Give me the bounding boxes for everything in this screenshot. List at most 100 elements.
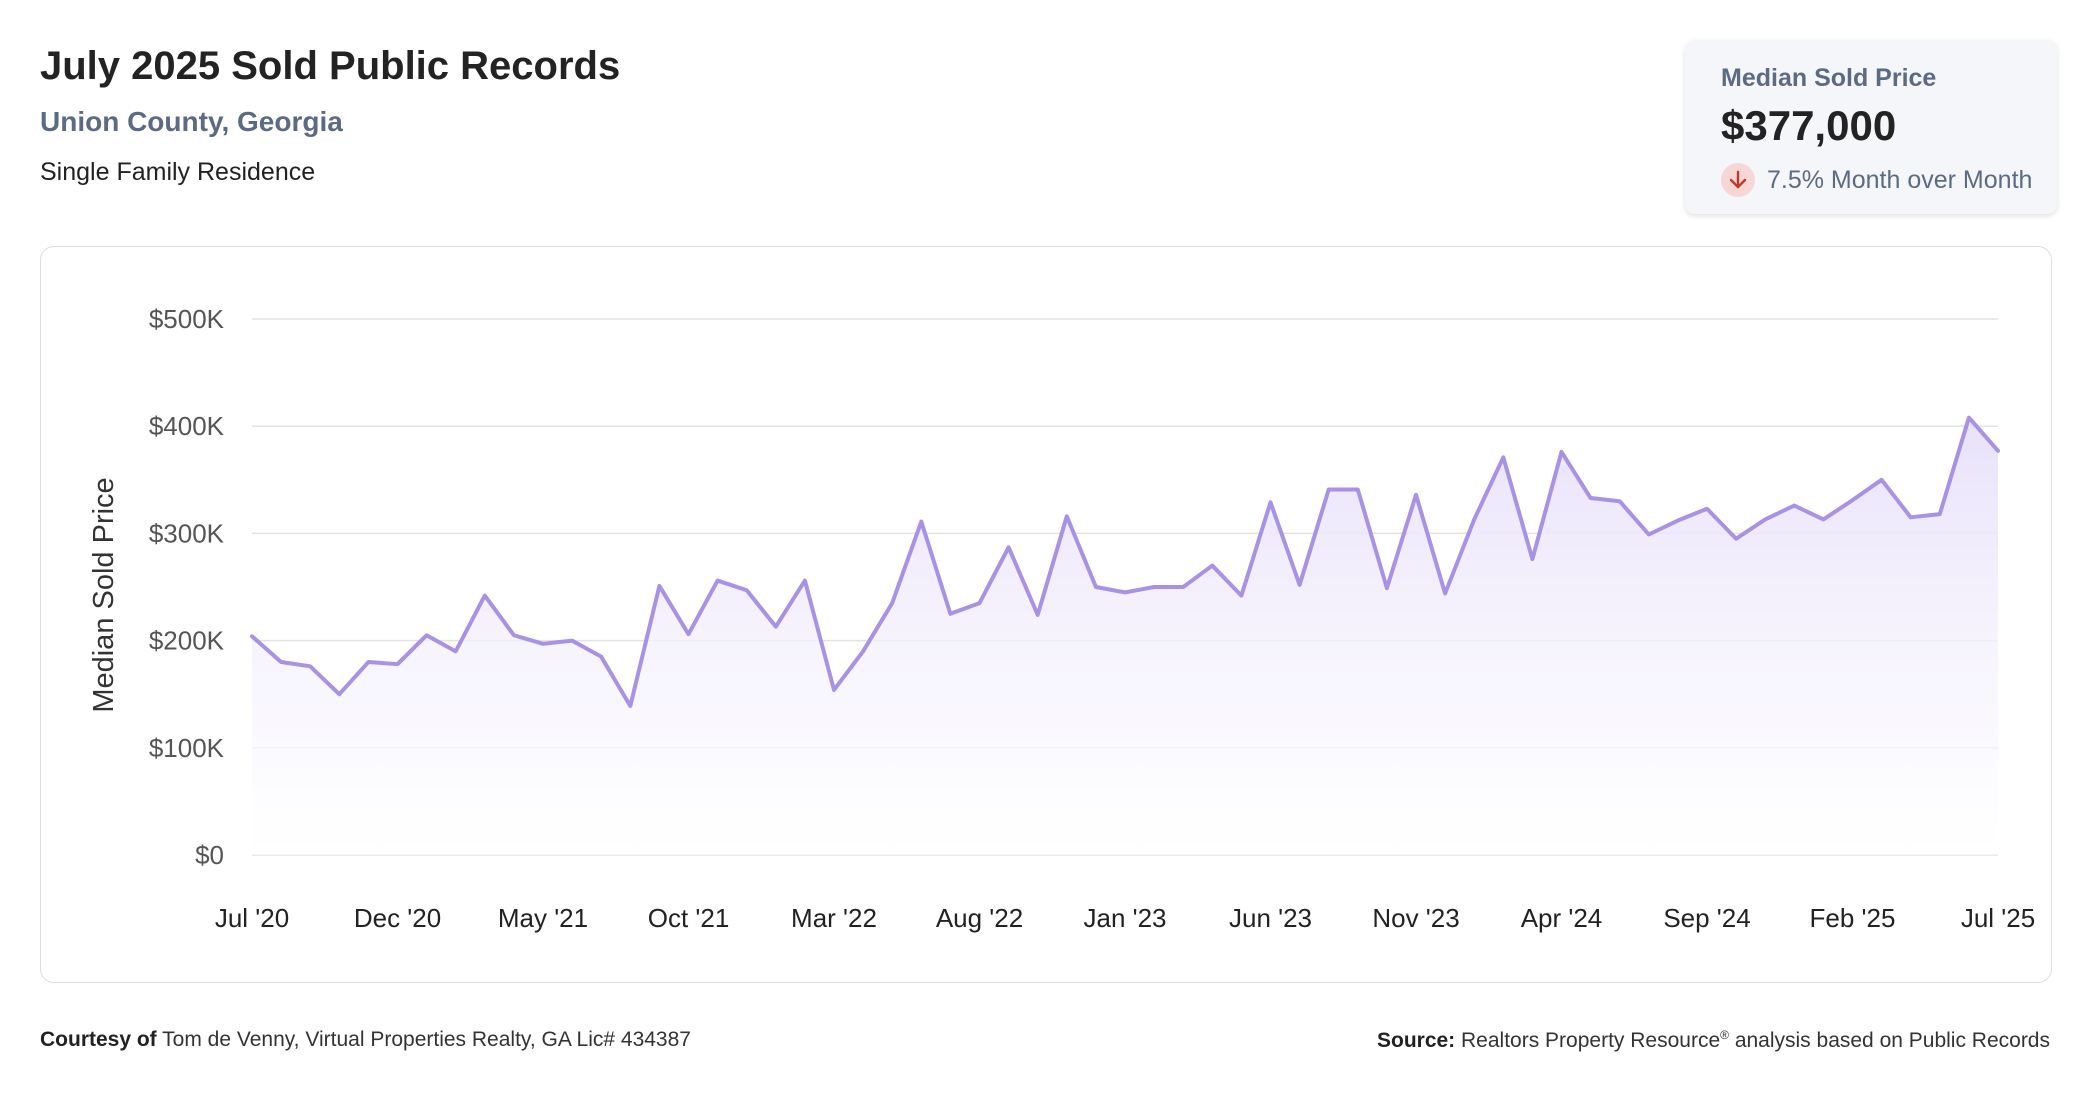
data-point xyxy=(1035,612,1041,618)
data-point xyxy=(365,659,371,665)
y-tick-label: $300K xyxy=(149,518,225,548)
data-point xyxy=(1762,516,1768,522)
data-point xyxy=(1646,531,1652,537)
data-point xyxy=(1268,499,1274,505)
data-point xyxy=(482,593,488,599)
data-point xyxy=(627,703,633,709)
data-point xyxy=(1588,495,1594,501)
data-point xyxy=(336,691,342,697)
series-line xyxy=(250,415,2000,708)
x-tick-label: Jun '23 xyxy=(1229,903,1312,933)
courtesy-label: Courtesy of xyxy=(40,1028,157,1051)
data-point xyxy=(1850,497,1856,503)
arrow-down-icon xyxy=(1721,163,1755,197)
x-tick-label: Dec '20 xyxy=(354,903,441,933)
data-point xyxy=(1326,486,1332,492)
data-point xyxy=(1442,590,1448,596)
data-point xyxy=(1355,486,1361,492)
data-point xyxy=(1704,506,1710,512)
data-point xyxy=(1384,585,1390,591)
x-tick-label: Aug '22 xyxy=(936,903,1023,933)
median-price-card: Median Sold Price $377,000 7.5% Month ov… xyxy=(1685,40,2057,214)
data-point xyxy=(278,659,284,665)
data-point xyxy=(424,632,430,638)
footer-courtesy: Courtesy of Tom de Venny, Virtual Proper… xyxy=(40,1028,691,1052)
data-point xyxy=(802,578,808,584)
data-point xyxy=(744,587,750,593)
x-tick-label: Mar '22 xyxy=(791,903,877,933)
source-text-a: Realtors Property Resource xyxy=(1461,1029,1721,1052)
data-point xyxy=(1297,582,1303,588)
stat-label: Median Sold Price xyxy=(1721,64,1937,92)
data-point xyxy=(686,631,692,637)
data-point xyxy=(977,600,983,606)
data-point xyxy=(1093,584,1099,590)
data-point xyxy=(1820,516,1826,522)
data-point xyxy=(1791,503,1797,509)
footer-source: Source: Realtors Property Resource® anal… xyxy=(1377,1028,2050,1053)
data-point xyxy=(1209,563,1215,569)
data-point xyxy=(1500,454,1506,460)
y-tick-label: $0 xyxy=(195,840,224,870)
x-tick-label: Nov '23 xyxy=(1372,903,1459,933)
data-point xyxy=(511,632,517,638)
page-title: July 2025 Sold Public Records xyxy=(40,44,621,88)
series-area xyxy=(252,417,1998,855)
data-point xyxy=(1733,536,1739,542)
data-point xyxy=(1879,477,1885,483)
x-tick-label: Jul '25 xyxy=(1961,903,2035,933)
data-point xyxy=(1559,449,1565,455)
data-point xyxy=(1151,584,1157,590)
data-point xyxy=(1180,584,1186,590)
y-axis-label: Median Sold Price xyxy=(88,477,120,712)
y-tick-label: $200K xyxy=(149,626,225,656)
stat-value: $377,000 xyxy=(1721,102,1897,149)
chart-panel: $500K $400K $300K $200K $100K $0 Jul '20 Dec '… xyxy=(40,246,2052,983)
x-tick-label: Sep '24 xyxy=(1663,903,1750,933)
data-point xyxy=(307,663,313,669)
data-point xyxy=(918,519,924,525)
data-point xyxy=(1413,492,1419,498)
stat-change: 7.5% Month over Month xyxy=(1721,162,2032,198)
x-tick-label: Jul '20 xyxy=(215,903,289,933)
data-point xyxy=(598,654,604,660)
median-price-chart: $500K $400K $300K $200K $100K $0 Jul '20 Dec '… xyxy=(88,304,2035,933)
data-point xyxy=(1617,498,1623,504)
registered-mark: ® xyxy=(1720,1028,1729,1042)
data-point xyxy=(1529,556,1535,562)
courtesy-text: Tom de Venny, Virtual Properties Realty,… xyxy=(162,1028,691,1051)
data-point xyxy=(656,583,662,589)
data-point xyxy=(715,578,721,584)
location-subtitle: Union County, Georgia xyxy=(40,106,343,137)
data-point xyxy=(1471,516,1477,522)
data-point xyxy=(395,661,401,667)
x-tick-label: Oct '21 xyxy=(648,903,730,933)
data-point xyxy=(860,648,866,654)
data-point xyxy=(1995,448,2001,454)
data-point xyxy=(1937,511,1943,517)
data-point xyxy=(453,648,459,654)
x-tick-label: Feb '25 xyxy=(1810,903,1896,933)
data-point xyxy=(1238,593,1244,599)
data-point xyxy=(773,624,779,630)
x-tick-label: Jan '23 xyxy=(1083,903,1166,933)
data-point xyxy=(1122,589,1128,595)
data-point xyxy=(1064,513,1070,519)
stat-change-text: 7.5% Month over Month xyxy=(1767,165,2033,194)
y-tick-label: $500K xyxy=(149,304,225,334)
y-tick-label: $400K xyxy=(149,411,225,441)
x-tick-label: Apr '24 xyxy=(1521,903,1603,933)
y-tick-label: $100K xyxy=(149,733,225,763)
data-point xyxy=(889,600,895,606)
data-point xyxy=(947,611,953,617)
source-text-b: analysis based on Public Records xyxy=(1734,1029,2050,1052)
data-point xyxy=(1006,544,1012,550)
data-point xyxy=(569,638,575,644)
data-point xyxy=(831,687,837,693)
data-point xyxy=(1908,514,1914,520)
data-point xyxy=(1675,518,1681,524)
data-point xyxy=(540,641,546,647)
data-point xyxy=(1966,415,1972,421)
x-tick-label: May '21 xyxy=(498,903,588,933)
data-point xyxy=(249,633,255,639)
